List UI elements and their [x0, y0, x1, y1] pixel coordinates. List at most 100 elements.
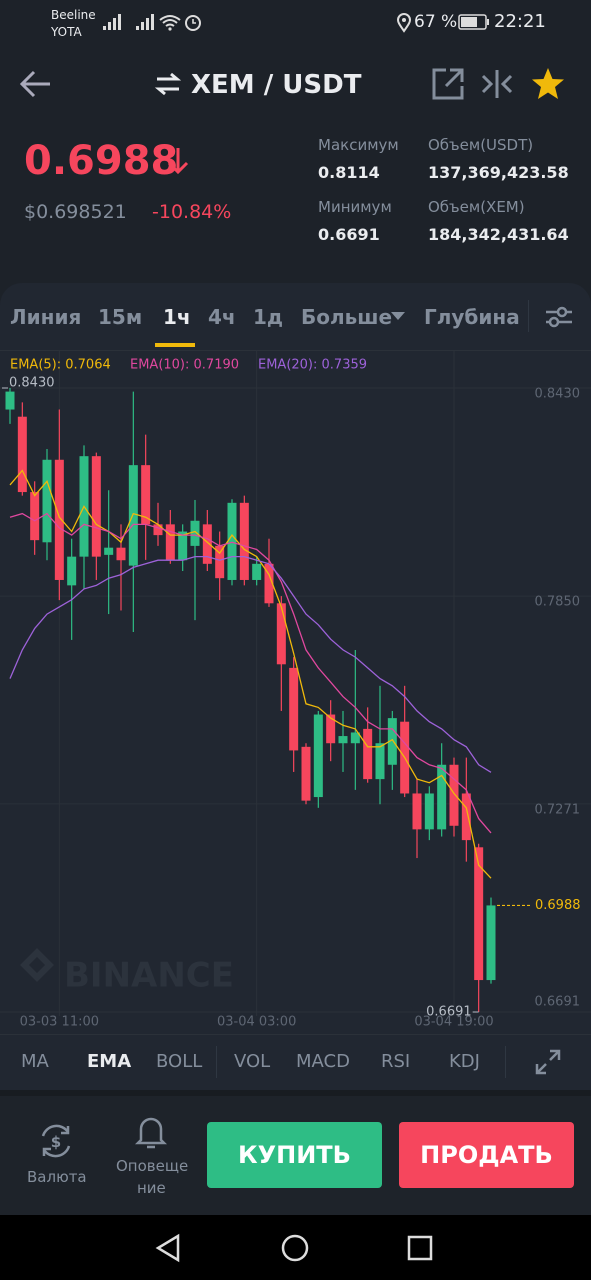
high-marker-label: 0.8430: [9, 376, 55, 391]
candle-body: [67, 556, 77, 586]
separator: [216, 1046, 217, 1078]
separator: [528, 300, 529, 332]
nav-buttons: [155, 1233, 433, 1263]
stat-value: 137,369,423.58: [428, 163, 569, 182]
candle-body: [91, 456, 101, 557]
nav-recent[interactable]: [407, 1235, 433, 1261]
candle-body: [30, 492, 40, 541]
down-arrow: [167, 148, 189, 175]
pair-title[interactable]: XEM / USDT: [191, 70, 362, 100]
candle-body: [387, 718, 397, 765]
candle-body: [116, 547, 126, 561]
candle-body: [486, 905, 496, 981]
interval-tab-active[interactable]: 1ч: [163, 305, 191, 329]
back-button[interactable]: [18, 68, 54, 100]
interval-tab[interactable]: Линия: [10, 305, 82, 329]
candle-body: [128, 465, 138, 566]
legend-entry: EMA(10): 0.7190: [130, 358, 239, 373]
candle-body: [301, 746, 311, 801]
stat-label: Объем(USDT): [428, 136, 534, 154]
x-tick-label: 03-03 11:00: [20, 1015, 99, 1030]
candle-body: [54, 459, 64, 580]
y-tick-label: 0.6691: [535, 995, 581, 1010]
candle-body: [239, 502, 249, 580]
candle-body: [326, 714, 336, 744]
indicator-tab[interactable]: VOL: [234, 1051, 271, 1072]
change-percent: -10.84%: [152, 201, 232, 223]
candle-body: [165, 524, 175, 561]
nav-home[interactable]: [281, 1234, 309, 1262]
candlestick-chart: BINANCE 0.8430 0.7850 0.7271 0.6691 03-03 11:…: [0, 350, 591, 1030]
ema-line: [9, 512, 492, 834]
watermark: BINANCE: [64, 956, 234, 996]
candle-body: [449, 764, 459, 826]
divider: [0, 350, 591, 351]
battery-percent: 67 %: [414, 12, 458, 32]
location-icon: [396, 13, 412, 33]
share-icon[interactable]: [430, 66, 466, 102]
indicator-tab-active[interactable]: EMA: [87, 1051, 132, 1072]
indicator-tab[interactable]: BOLL: [156, 1051, 203, 1072]
fullscreen-icon[interactable]: [535, 1049, 561, 1075]
candle-body: [227, 502, 237, 580]
candle-body: [276, 603, 286, 665]
candle-body: [190, 520, 200, 546]
stat-label: Минимум: [318, 198, 392, 216]
settings-icon[interactable]: [544, 304, 574, 330]
stat-label: Максимум: [318, 136, 399, 154]
clock: 22:21: [494, 11, 546, 32]
alert-label[interactable]: Оповеще: [116, 1157, 189, 1175]
candle-body: [202, 524, 212, 564]
candle-body: [104, 547, 114, 555]
stat-value: 0.6691: [318, 225, 380, 244]
stat-value: 184,342,431.64: [428, 225, 569, 244]
active-underline: [155, 343, 195, 347]
carrier: Beeline: [51, 8, 96, 22]
candle-body: [5, 391, 15, 410]
candle-body: [215, 545, 225, 579]
sell-button[interactable]: ПРОДАТЬ: [399, 1122, 574, 1188]
y-tick-label: 0.7850: [535, 595, 581, 610]
divider: [0, 1034, 591, 1035]
compare-icon[interactable]: [479, 68, 515, 100]
candle-body: [350, 732, 360, 744]
favorite-star[interactable]: [529, 66, 567, 102]
candle-body: [178, 531, 188, 561]
buy-button[interactable]: КУПИТЬ: [207, 1122, 382, 1188]
low-marker-label: 0.6691: [426, 1005, 472, 1020]
interval-tab[interactable]: 4ч: [208, 305, 236, 329]
candle-body: [412, 793, 422, 830]
indicator-tab[interactable]: KDJ: [449, 1051, 480, 1072]
candle-body: [313, 714, 323, 798]
swap-icon[interactable]: [153, 71, 183, 97]
carrier: YOTA: [51, 25, 82, 39]
candle-body: [264, 563, 274, 604]
indicator-tab[interactable]: MACD: [296, 1051, 350, 1072]
interval-tab[interactable]: 1д: [253, 305, 284, 329]
more-tab[interactable]: Больше: [301, 305, 393, 329]
dropdown-caret: [391, 312, 405, 320]
status-icons: [103, 14, 201, 31]
interval-tab[interactable]: 15м: [98, 305, 143, 329]
last-price: 0.6988: [24, 138, 179, 184]
x-tick-label: 03-04 03:00: [217, 1015, 296, 1030]
indicator-tab[interactable]: MA: [21, 1051, 49, 1072]
candle-body: [424, 793, 434, 830]
candle-body: [42, 459, 52, 543]
alert-label[interactable]: ние: [137, 1179, 166, 1197]
candle-body: [461, 793, 471, 841]
depth-tab[interactable]: Глубина: [424, 305, 520, 329]
candle-body: [153, 524, 163, 536]
currency-label[interactable]: Валюта: [27, 1168, 87, 1186]
candle-body: [252, 563, 262, 580]
alert-icon[interactable]: [133, 1112, 169, 1152]
currency-icon[interactable]: $: [37, 1122, 75, 1160]
candle-body: [363, 728, 373, 780]
svg-text:$: $: [51, 1133, 61, 1151]
x-tick-label: 03-04 19:00: [414, 1015, 493, 1030]
indicator-tab[interactable]: RSI: [381, 1051, 411, 1072]
legend-entry: EMA(5): 0.7064: [10, 358, 111, 373]
nav-back[interactable]: [155, 1233, 180, 1263]
ema-line: [9, 469, 492, 879]
